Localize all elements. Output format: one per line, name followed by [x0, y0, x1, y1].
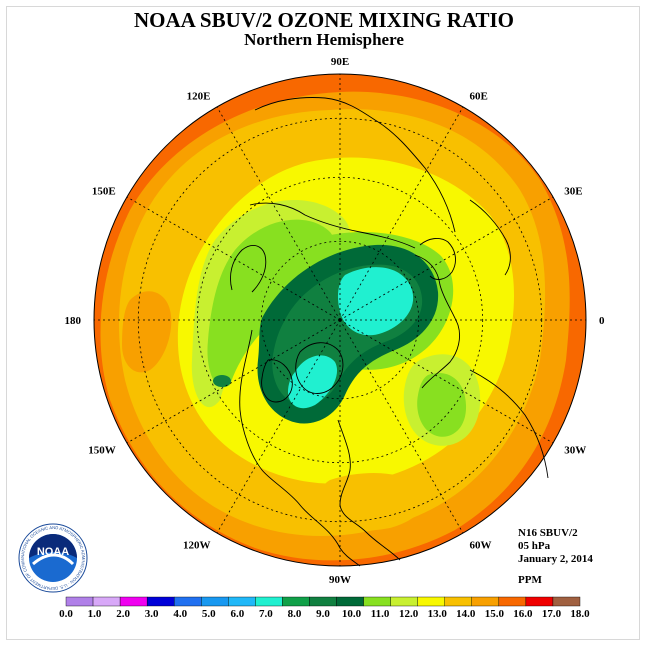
colorbar-swatch — [201, 596, 229, 607]
colorbar-swatch — [363, 596, 391, 607]
colorbar-swatch — [228, 596, 256, 607]
colorbar-swatch — [552, 596, 581, 607]
colorbar-swatch — [309, 596, 337, 607]
colorbar-tick-label: 2.0 — [116, 608, 130, 620]
coastline-us-east — [337, 419, 401, 561]
colorbar-swatch — [65, 596, 94, 607]
coastline-scandinavia — [419, 238, 456, 280]
longitude-label: 150E — [92, 186, 116, 198]
coastline-asia — [254, 97, 456, 233]
map-title: NOAA SBUV/2 OZONE MIXING RATIO — [134, 8, 514, 32]
logo-bird — [32, 553, 75, 566]
colorbar-swatch — [417, 596, 445, 607]
latitude-circle — [260, 240, 420, 400]
coastline-alaska — [230, 244, 267, 293]
colorbar-swatch — [282, 596, 310, 607]
contour-14-15-west — [122, 291, 172, 373]
colorbar-tick-label: 11.0 — [371, 608, 390, 620]
units-label: PPM — [518, 574, 542, 586]
colorbar-tick-label: 8.0 — [288, 608, 302, 620]
colorbar-swatch — [174, 596, 202, 607]
colorbar-swatch — [146, 596, 175, 607]
colorbar-swatch — [525, 596, 554, 607]
longitude-line — [126, 319, 341, 444]
colorbar-tick-label: 17.0 — [542, 608, 562, 620]
colorbar-tick-label: 3.0 — [145, 608, 159, 620]
coastline-africa-north — [469, 369, 549, 479]
colorbar-tick-label: 0.0 — [59, 608, 73, 620]
coastline-asia-north — [249, 202, 416, 249]
colorbar-tick-label: 7.0 — [259, 608, 273, 620]
coastline-arabia — [469, 199, 511, 276]
colorbar-tick-label: 4.0 — [173, 608, 187, 620]
colorbar-tick-label: 13.0 — [428, 608, 448, 620]
coastlines — [230, 97, 549, 567]
contour-10-11-east — [417, 373, 467, 437]
longitude-line — [339, 196, 554, 321]
colorbar-tick-label: 16.0 — [513, 608, 533, 620]
longitude-label: 90E — [331, 56, 349, 68]
longitude-lines — [94, 74, 586, 566]
contour-9-island — [213, 375, 231, 387]
longitude-line — [339, 319, 464, 534]
colorbar-tick-label: 18.0 — [570, 608, 590, 620]
contour-7-8-west — [288, 355, 338, 409]
colorbar-tick-label: 1.0 — [88, 608, 102, 620]
colorbar-tick-label: 5.0 — [202, 608, 216, 620]
longitude-line — [126, 196, 341, 321]
longitude-label: 90W — [329, 574, 351, 586]
colorbar-tick-label: 10.0 — [342, 608, 362, 620]
longitude-label: 60E — [470, 91, 488, 103]
contour-13-14-south — [318, 473, 426, 531]
colorbar-swatch — [336, 596, 364, 607]
colorbar-swatch — [92, 596, 121, 607]
longitude-label: 180 — [65, 315, 82, 327]
colorbar-swatch — [390, 596, 418, 607]
longitude-line — [216, 106, 341, 321]
longitude-line — [339, 106, 464, 321]
colorbar-swatch — [444, 596, 472, 607]
satellite-label: N16 SBUV/2 — [518, 527, 578, 539]
logo-text: NOAA — [37, 546, 69, 558]
pressure-level-label: 05 hPa — [518, 540, 551, 552]
colorbar: 0.0 1.0 2.0 3.0 4.0 5.0 6.0 7.0 8.0 9.0 10.0 11.0 12… — [59, 596, 590, 620]
longitude-label: 30E — [564, 186, 582, 198]
colorbar-tick-label: 15.0 — [485, 608, 505, 620]
colorbar-tick-label: 12.0 — [399, 608, 419, 620]
longitude-label: 120W — [183, 539, 211, 551]
longitude-label: 0 — [599, 315, 605, 327]
colorbar-swatch — [119, 596, 148, 607]
map-overlay — [94, 74, 586, 567]
colorbar-swatch — [498, 596, 527, 607]
longitude-label: 120E — [187, 91, 211, 103]
longitude-line — [339, 319, 554, 444]
colorbar-tick-label: 9.0 — [316, 608, 330, 620]
coastline-europe — [414, 254, 461, 389]
longitude-label: 150W — [88, 445, 116, 457]
colorbar-swatch — [471, 596, 500, 607]
colorbar-tick-label: 14.0 — [456, 608, 476, 620]
coastline-north-america — [239, 329, 361, 567]
longitude-line — [216, 319, 341, 534]
colorbar-tick-label: 6.0 — [230, 608, 244, 620]
map-boundary — [93, 73, 587, 567]
map-subtitle: Northern Hemisphere — [244, 30, 404, 49]
longitude-label: 60W — [470, 539, 492, 551]
longitude-labels: 90E 60E 30E 0 30W 60W 90W 120W 150W 180 150E 120E — [65, 56, 606, 586]
date-label: January 2, 2014 — [518, 553, 593, 565]
logo-top — [29, 534, 77, 558]
figure-frame — [6, 6, 640, 640]
coastline-hudson-bay — [261, 359, 293, 403]
coastline-greenland — [295, 342, 344, 394]
longitude-label: 30W — [564, 445, 586, 457]
contour-7-8-east — [337, 267, 414, 336]
noaa-logo: NOAA NATIONAL OCEANIC AND ATMOSPHERIC AD… — [18, 523, 88, 593]
colorbar-swatch — [255, 596, 283, 607]
latitude-circle — [196, 176, 484, 464]
